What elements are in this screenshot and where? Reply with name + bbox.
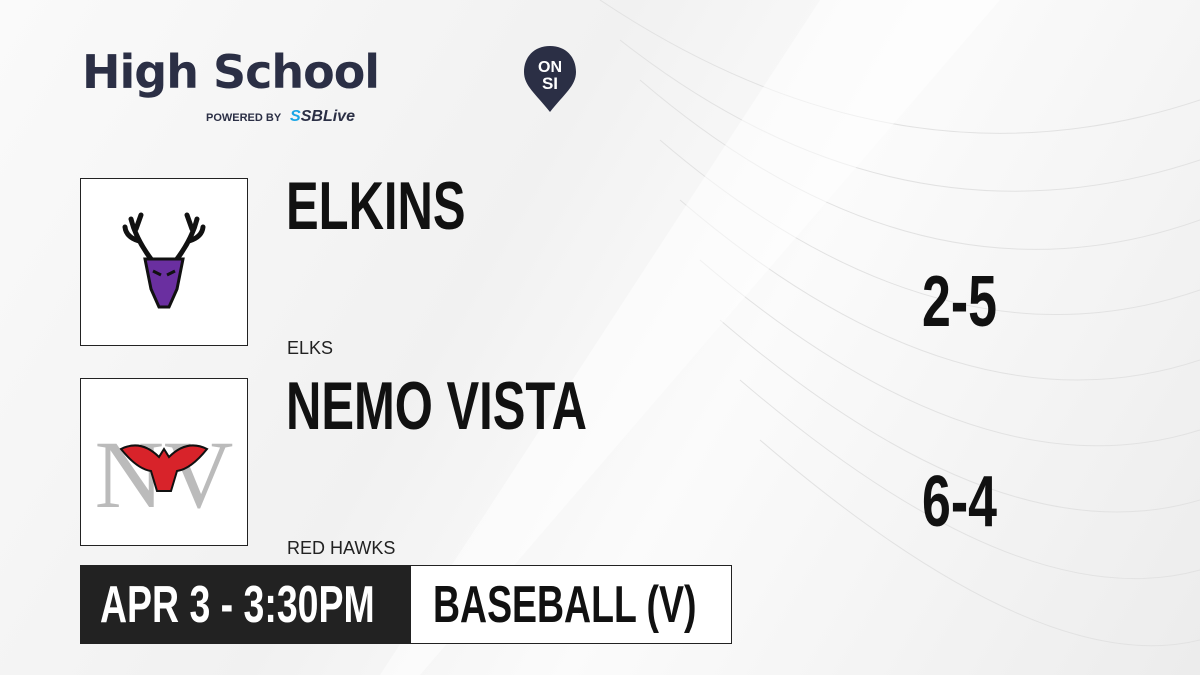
elkins-logo	[80, 178, 248, 346]
game-datetime: APR 3 - 3:30PM	[80, 565, 410, 644]
game-sport: BASEBALL (V)	[410, 565, 732, 644]
badge-top: ON	[538, 59, 562, 76]
badge-bottom: SI	[542, 74, 558, 93]
team-mascot-2: RED HAWKS	[287, 538, 396, 558]
powered-by-label: POWERED BY	[206, 112, 281, 124]
powered-by: POWERED BY SSBLive	[206, 108, 355, 126]
high-school-on-si-logo: High School ON SI POWERED BY SSBLive	[82, 44, 576, 125]
game-info-bar: APR 3 - 3:30PM BASEBALL (V)	[80, 565, 732, 644]
team-mascot-1: ELKS	[287, 338, 334, 358]
brand-title: High School	[82, 45, 380, 99]
on-si-pin-icon: ON SI	[524, 46, 576, 112]
team-record-1: 2-5	[922, 262, 997, 342]
nemo-vista-logo: NV	[80, 378, 248, 546]
team-name-2: NEMO VISTA	[286, 368, 588, 444]
red-hawk-nv-icon: NV	[95, 421, 234, 528]
team-record-2: 6-4	[922, 462, 997, 542]
sblive-logo: SSBLive	[290, 108, 355, 125]
team-name-1: ELKINS	[286, 168, 466, 244]
elk-head-icon	[122, 212, 206, 309]
